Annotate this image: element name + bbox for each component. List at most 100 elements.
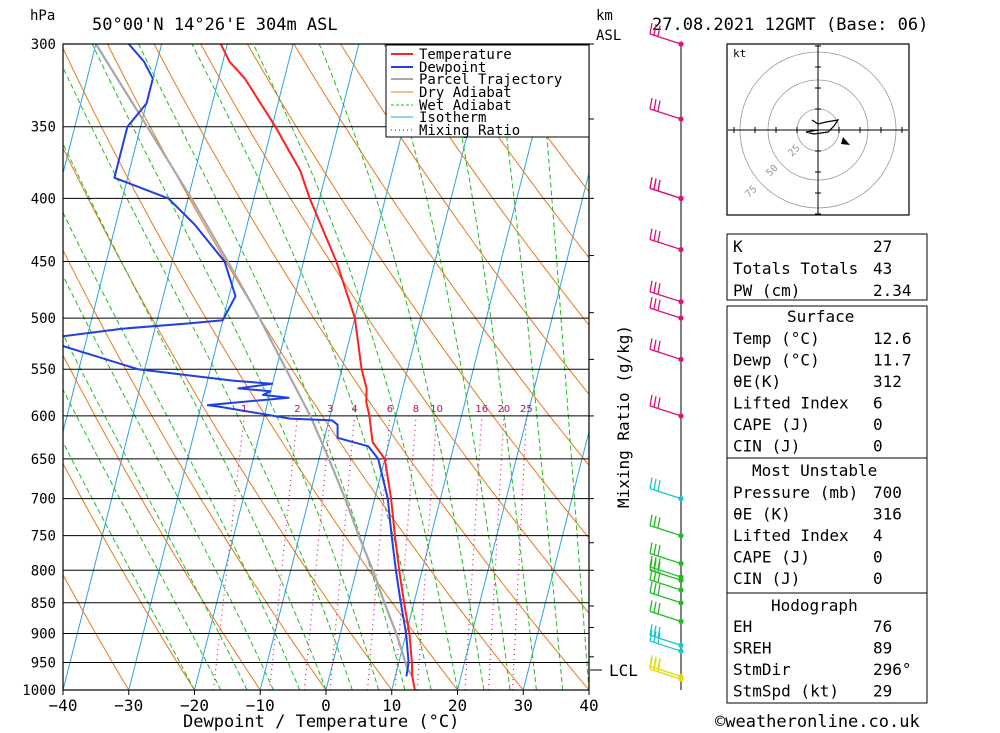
wind-barb	[649, 600, 684, 625]
legend-isotherm: Isotherm	[419, 110, 486, 126]
wind-barb	[649, 514, 684, 539]
dry-adiabat-line	[947, 44, 1000, 690]
km-unit-label: km	[596, 8, 613, 24]
wind-barb-dot	[678, 533, 684, 539]
mixing-ratio-line	[416, 415, 438, 690]
isotherm-line	[128, 44, 294, 690]
wind-barb-dot	[678, 195, 684, 201]
dry-adiabat-line	[63, 573, 130, 690]
wind-barb	[649, 296, 684, 321]
y-tick-700: 700	[31, 492, 56, 508]
isotherm-line	[325, 44, 491, 690]
hodograph-trace	[805, 119, 850, 145]
surface-rows-value-4: 0	[873, 415, 883, 434]
hodograph-line	[805, 119, 840, 135]
hodograph-unit: kt	[733, 47, 746, 60]
legend-mixing-ratio: Mixing Ratio	[419, 123, 520, 139]
y-tick-750: 750	[31, 529, 56, 545]
mixing-ratio-label-1: 1	[241, 404, 247, 415]
mu-rows-label-1: θE (K)	[733, 505, 791, 524]
legend-dewpoint: Dewpoint	[419, 60, 486, 76]
mu-rows-value-3: 0	[873, 548, 883, 567]
mixing-ratio-line	[487, 415, 505, 690]
y-tick-850: 850	[31, 596, 56, 612]
wet-adiabat-line	[63, 66, 353, 690]
dry-adiabat-line	[63, 47, 458, 690]
surface-rows-label-5: CIN (J)	[733, 437, 800, 456]
wind-barb-dot	[678, 246, 684, 253]
k-index-label: K	[733, 237, 743, 256]
most-unstable-title: Most Unstable	[752, 461, 877, 480]
wind-barb-dot	[678, 618, 684, 625]
hodo-rows-value-2: 296°	[873, 660, 912, 679]
mixing-ratio-line	[511, 415, 527, 690]
asl-unit-label: ASL	[596, 28, 621, 44]
wind-barb-dot	[678, 676, 684, 682]
temperature-axis: −40 −30 −20 −10 0 10 20 30 40	[49, 690, 599, 715]
mixing-ratio-label-25: 25	[520, 404, 533, 415]
hodograph-rows: EH 76 SREH 89 StmDir 296° StmSpd (kt) 29	[733, 617, 912, 701]
y-tick-600: 600	[31, 409, 56, 425]
pw-value: 2.34	[873, 281, 912, 300]
x-tick-7: 30	[514, 696, 533, 715]
wind-barb	[649, 581, 684, 606]
legend-dry-adiabat: Dry Adiabat	[419, 85, 512, 101]
wet-adiabat-line	[63, 388, 222, 690]
storm-motion-marker	[841, 137, 850, 145]
mixing-ratio-line	[269, 415, 298, 690]
mixing-ratio-line	[366, 415, 391, 690]
legend-temperature: Temperature	[419, 47, 512, 63]
x-tick-6: 20	[448, 696, 467, 715]
wind-barb-dot	[678, 356, 684, 362]
dewpoint-line	[63, 44, 410, 677]
mixing-ratio-labels: 1 2 3 4 6 8 10 16 20 25	[241, 404, 533, 415]
indices-panel: K 27 Totals Totals 43 PW (cm) 2.34 Surfa…	[726, 233, 928, 704]
mixing-ratio-line	[329, 415, 356, 690]
x-tick-3: −10	[246, 696, 275, 715]
surface-rows-value-1: 11.7	[873, 351, 912, 370]
wet-adiabat-line	[442, 44, 537, 690]
parcel-trajectory-line	[94, 44, 414, 677]
isotherm-line	[63, 44, 228, 690]
sounding-series	[63, 44, 416, 690]
isotherm-line	[63, 44, 97, 176]
dry-adiabat-line	[246, 44, 589, 539]
wind-barb-dot	[678, 496, 684, 502]
isotherm-line	[391, 44, 557, 690]
wind-barb-dot	[678, 587, 684, 593]
x-tick-8: 40	[579, 696, 598, 715]
wind-barb	[649, 338, 684, 362]
mu-rows-label-4: CIN (J)	[733, 569, 800, 588]
pressure-axis: 300 350 400 450 500 550 600 650 700 750 800 850 900 9…	[22, 37, 56, 699]
dry-adiabat-line	[340, 44, 589, 396]
isotherm-line	[457, 171, 589, 690]
y-tick-800: 800	[31, 563, 56, 579]
dry-adiabat-line	[107, 44, 524, 690]
dry-adiabat-line	[63, 462, 195, 690]
mixing-ratio-label-16: 16	[475, 404, 488, 415]
wet-adiabat-line	[63, 441, 195, 690]
wind-barb-dot	[678, 116, 684, 122]
isotherm-line	[63, 44, 163, 434]
date-title: 27.08.2021 12GMT (Base: 06)	[652, 15, 928, 35]
legend-parcel: Parcel Trajectory	[419, 72, 562, 88]
hodo-rows-label-1: SREH	[733, 639, 772, 658]
y-tick-500: 500	[31, 311, 56, 327]
x-tick-5: 10	[382, 696, 401, 715]
totals-value: 43	[873, 259, 892, 278]
y-tick-450: 450	[31, 255, 56, 271]
y-tick-350: 350	[31, 120, 56, 136]
wind-barb	[649, 542, 684, 567]
wind-barb	[649, 658, 684, 682]
surface-rows-value-0: 12.6	[873, 329, 912, 348]
x-axis-title: Dewpoint / Temperature (°C)	[183, 712, 459, 732]
dry-adiabat-line	[386, 44, 589, 326]
mixing-ratio-label-8: 8	[413, 404, 419, 415]
wet-adiabat-line	[138, 44, 406, 690]
hodograph: kt 25 50 75	[726, 43, 910, 216]
y-tick-650: 650	[31, 452, 56, 468]
wind-barb	[649, 228, 684, 253]
wind-barb	[649, 22, 684, 47]
wind-barb-dot	[678, 600, 684, 606]
wind-barb-dot	[678, 577, 684, 583]
